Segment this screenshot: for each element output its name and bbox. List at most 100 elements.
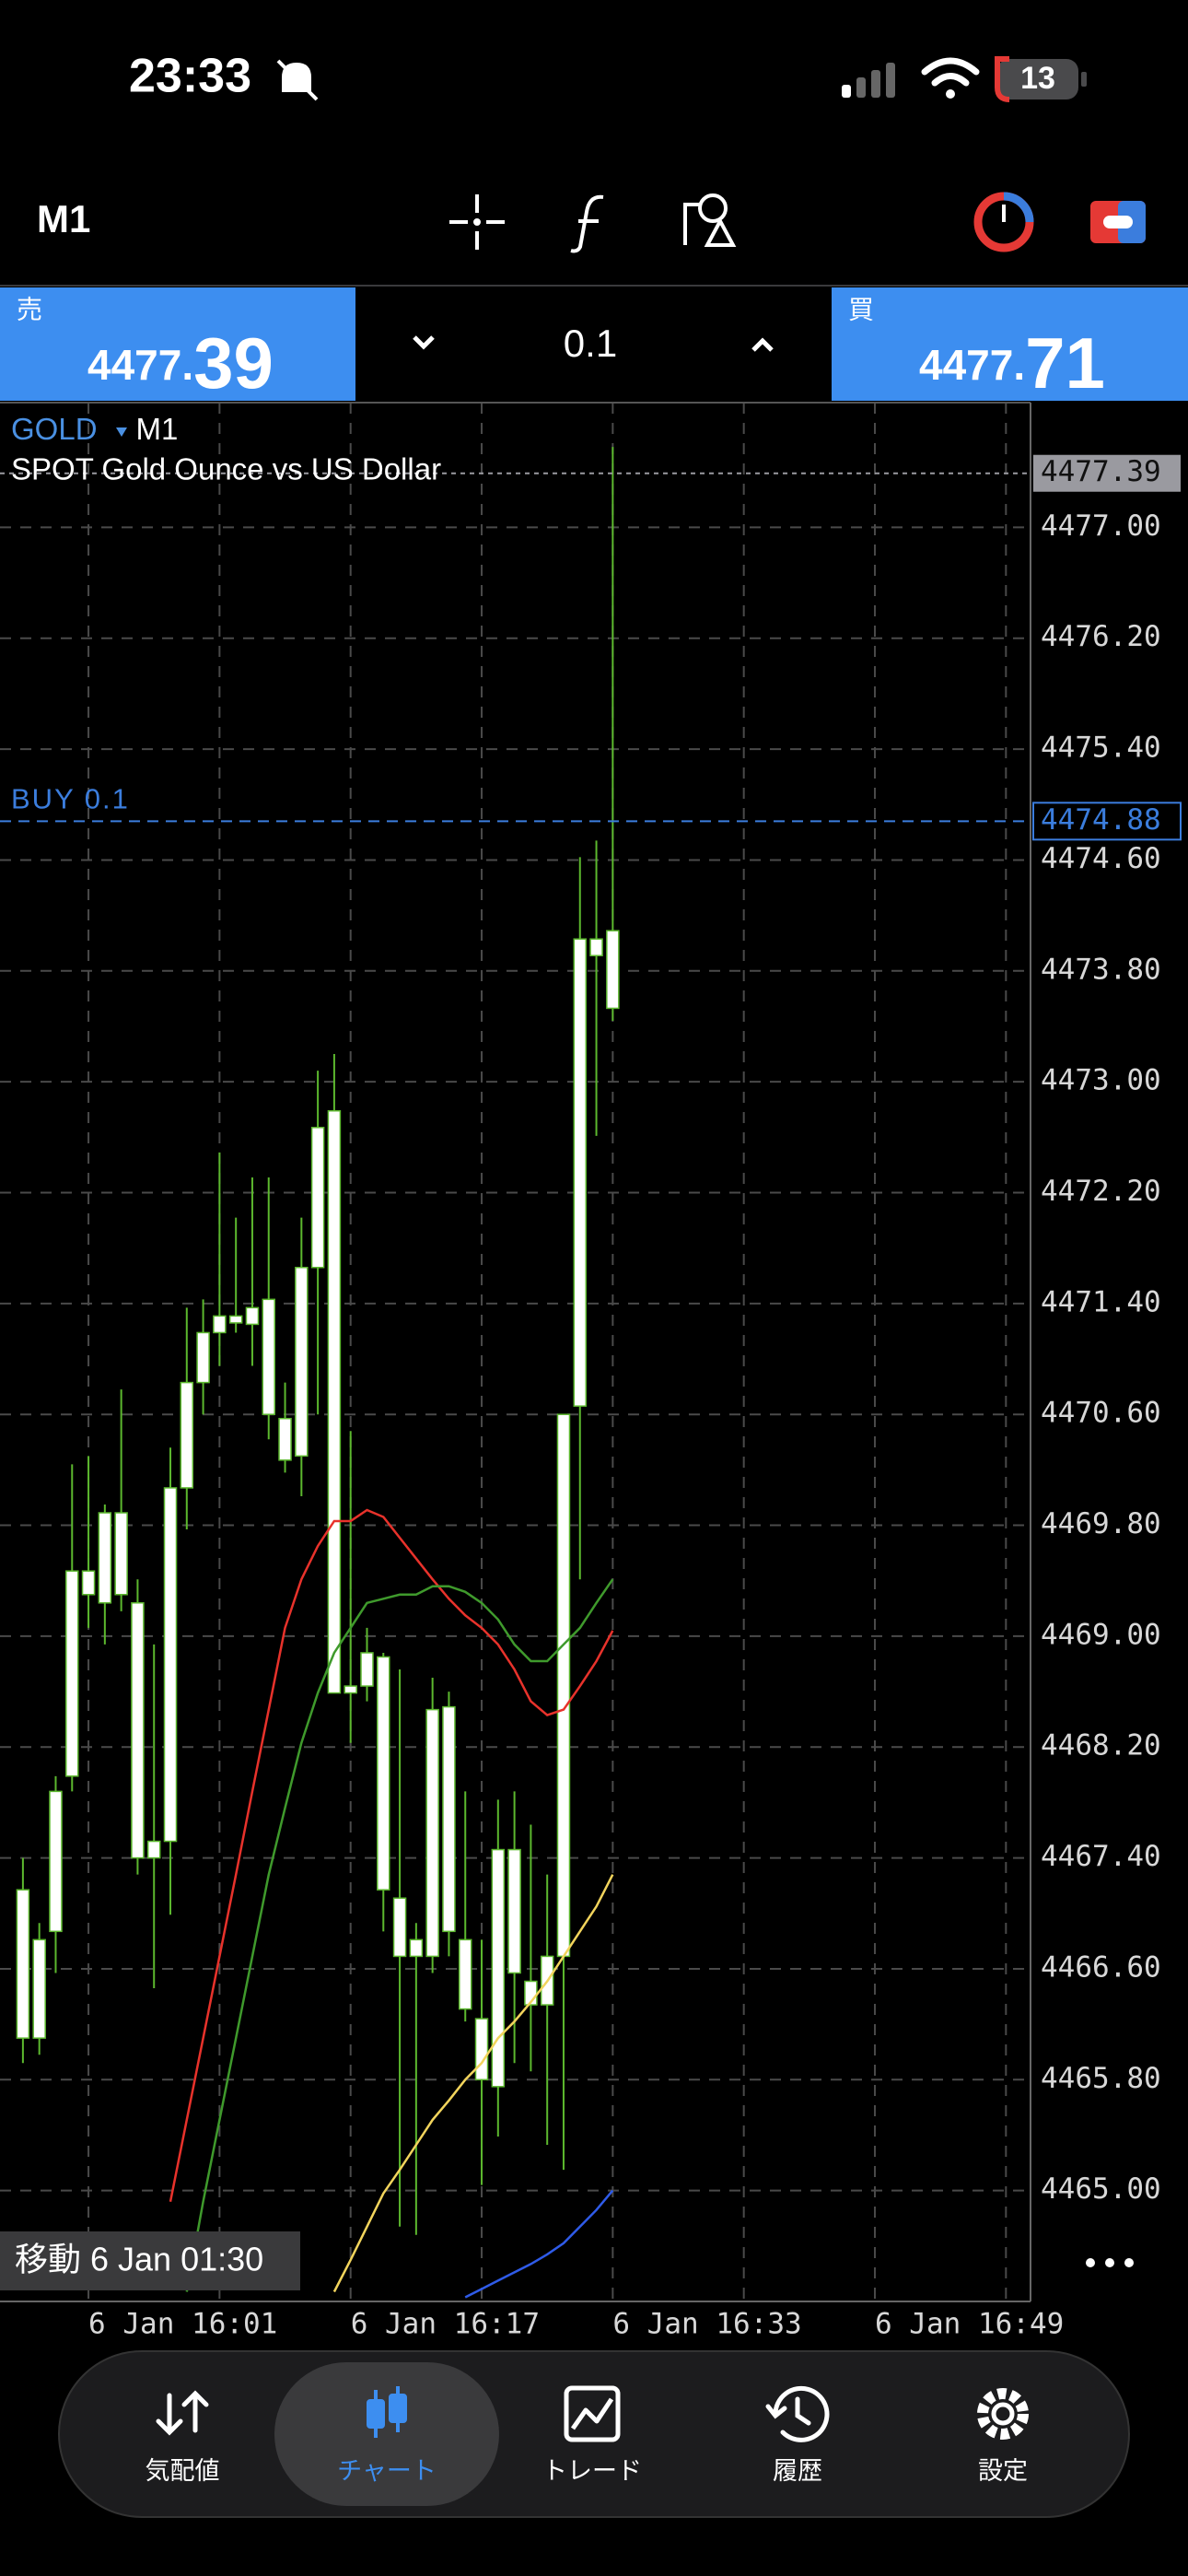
candle-body: [392, 1897, 407, 1958]
candle-body: [327, 1109, 342, 1694]
bid-label-box: [1033, 454, 1181, 492]
candle-body: [98, 1512, 112, 1604]
chart-timeframe: M1: [136, 412, 179, 446]
order-price-label: 4474.88: [1041, 803, 1161, 837]
volume-up-button[interactable]: [751, 337, 774, 352]
buy-label: 買: [848, 295, 874, 323]
y-tick-label: 4477.00: [1041, 509, 1161, 543]
y-tick-label: 4469.80: [1041, 1507, 1161, 1540]
trade-icon: [564, 2385, 621, 2442]
y-tick-label: 4467.40: [1041, 1840, 1161, 1873]
symbol[interactable]: GOLD: [11, 412, 98, 446]
trade-button[interactable]: [1090, 201, 1146, 243]
one-click-button[interactable]: [973, 192, 1034, 252]
more-button[interactable]: [1086, 2258, 1134, 2267]
candle-body: [81, 1570, 96, 1596]
y-tick-label: 4476.20: [1041, 620, 1161, 653]
indicator-line: [185, 1578, 614, 2292]
timeframe-button[interactable]: M1: [37, 197, 90, 240]
x-tick-label: 6 Jan 16:01: [88, 2308, 277, 2341]
tab-label[interactable]: 設定: [978, 2457, 1028, 2485]
indicator-line: [332, 1874, 614, 2293]
candle-body: [245, 1306, 260, 1326]
candle-body: [146, 1840, 161, 1859]
y-tick-label: 4468.20: [1041, 1729, 1161, 1762]
wifi-icon: [921, 57, 980, 99]
x-tick-label: 6 Jan 16:33: [612, 2308, 801, 2341]
candle-body: [228, 1315, 243, 1324]
tab-label[interactable]: 履歴: [773, 2457, 822, 2485]
candle-body: [491, 1848, 506, 2088]
chart-icon: [367, 2386, 407, 2438]
candle-body: [589, 938, 603, 956]
candle-body: [425, 1708, 439, 1958]
sell-label: 売: [17, 295, 42, 323]
y-tick-label: 4474.60: [1041, 842, 1161, 875]
quotes-icon: [156, 2390, 209, 2436]
candle-body: [409, 1938, 424, 1958]
buy-price: 4477.71: [919, 322, 1105, 404]
candle-body: [49, 1790, 63, 1933]
sell-button[interactable]: [0, 287, 355, 401]
chart: 4465.00 4465.80 4466.60 4467.40 4468.20 4469.…: [0, 403, 1182, 2341]
candle-body: [344, 1685, 357, 1694]
candle-body: [360, 1652, 374, 1687]
mute-icon: [276, 59, 319, 101]
y-tick-label: 4465.80: [1041, 2062, 1161, 2095]
y-tick-label: 4470.60: [1041, 1397, 1161, 1430]
sell-price-head: 4477.: [87, 341, 193, 389]
y-tick-label: 4466.60: [1041, 1950, 1161, 1984]
battery-level: 13: [1020, 61, 1055, 96]
indicator-line: [169, 1508, 614, 2202]
y-tick-label: 4473.00: [1041, 1064, 1161, 1097]
symbol-dropdown-icon[interactable]: [116, 427, 127, 437]
y-tick-label: 4465.00: [1041, 2172, 1161, 2206]
chart-header: GOLD M1: [11, 412, 178, 446]
candle-body: [556, 1413, 571, 1958]
signal-icon: [842, 63, 895, 98]
objects-button[interactable]: [683, 193, 737, 247]
y-tick-label: 4475.40: [1041, 732, 1161, 765]
crosshair-button[interactable]: [449, 194, 505, 250]
sell-price: 4477.39: [87, 322, 274, 404]
volume-down-button[interactable]: [413, 335, 435, 350]
tab-bar: [58, 2350, 1130, 2518]
x-tick-label: 6 Jan 16:49: [875, 2308, 1064, 2341]
settings-icon: [977, 2388, 1029, 2440]
battery-icon: 13: [994, 56, 1087, 102]
y-tick-label: 4469.00: [1041, 1618, 1161, 1651]
bid-label: 4477.39: [1041, 455, 1161, 488]
candle-body: [507, 1848, 521, 1974]
status-time: 23:33: [129, 50, 251, 103]
candle-body: [310, 1127, 325, 1269]
order-label: BUY 0.1: [11, 783, 130, 815]
volume-value[interactable]: 0.1: [564, 322, 617, 365]
scroll-label-box: [0, 2231, 300, 2290]
sell-price-tail: 39: [193, 322, 274, 404]
candle-body: [180, 1381, 194, 1489]
candle-body: [196, 1331, 210, 1384]
buy-price-tail: 71: [1025, 322, 1105, 404]
tab-label[interactable]: チャート: [337, 2457, 437, 2485]
candle-body: [442, 1705, 456, 1933]
tab-label[interactable]: 気配値: [146, 2457, 220, 2485]
tab-label[interactable]: トレード: [542, 2457, 642, 2485]
buy-button[interactable]: [832, 287, 1188, 401]
indicator-line: [464, 2189, 614, 2299]
candle-body: [114, 1512, 128, 1596]
candle-body: [16, 1889, 30, 2039]
candle-body: [278, 1417, 292, 1461]
candle-body: [163, 1487, 178, 1843]
x-tick-label: 6 Jan 16:17: [351, 2308, 540, 2341]
history-icon: [765, 2385, 830, 2442]
y-tick-label: 4472.20: [1041, 1175, 1161, 1208]
order-label-box: [1032, 802, 1182, 841]
candle-body: [65, 1570, 79, 1777]
indicators-button[interactable]: [570, 194, 604, 253]
candle-body: [377, 1656, 390, 1891]
plot-area: [16, 447, 620, 2299]
candle-body: [458, 1938, 472, 2010]
